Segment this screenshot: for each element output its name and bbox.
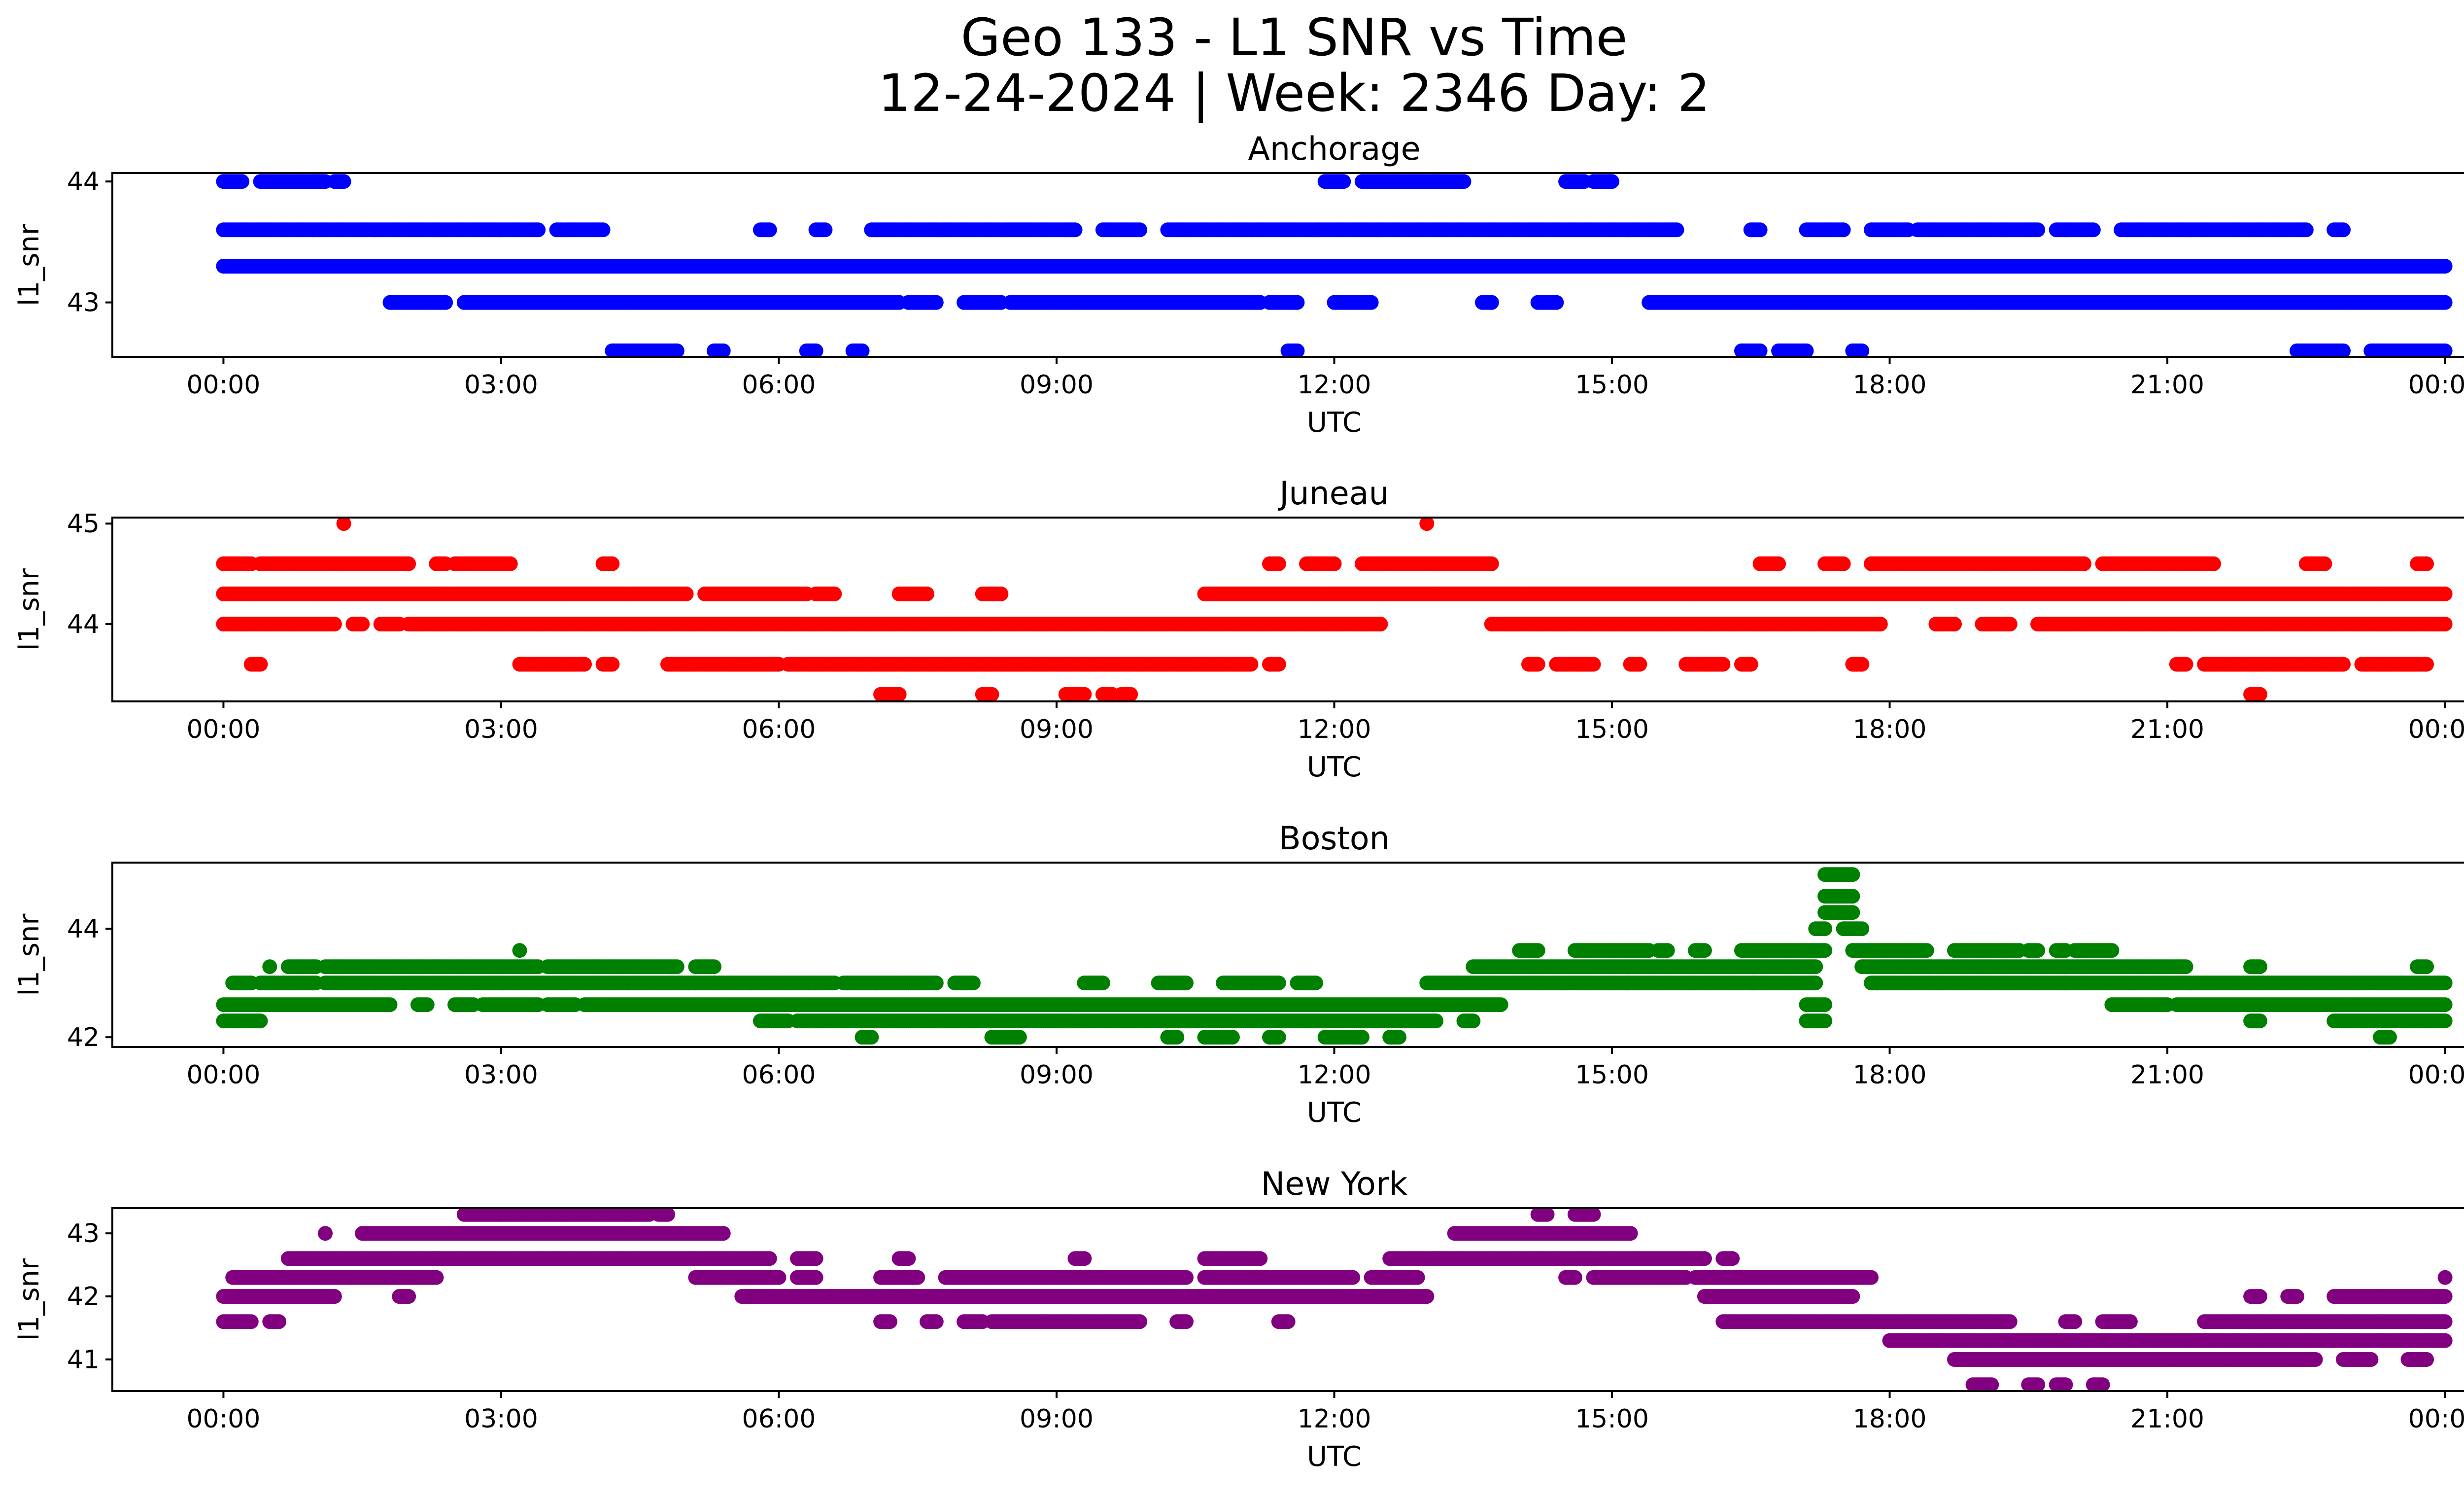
- data-point: [855, 343, 870, 357]
- data-point: [438, 295, 453, 310]
- data-point: [1456, 174, 1472, 189]
- data-point: [993, 586, 1009, 601]
- data-point: [2437, 295, 2453, 310]
- subplot-juneau: 00:00 03:00 06:00 09:00 12:00 15:00 18:00 21:00…: [13, 475, 2464, 783]
- y-axis-label: l1_snr: [13, 223, 45, 306]
- data-point: [2298, 222, 2314, 238]
- subplot-anchorage: 00:00 03:00 06:00 09:00 12:00 15:00 18:00 21:00…: [13, 131, 2464, 439]
- scatter-points: [216, 174, 2453, 357]
- data-point: [827, 586, 842, 601]
- data-point: [2336, 343, 2351, 357]
- data-point: [1336, 174, 1351, 189]
- data-point: [1290, 343, 1305, 357]
- figure-title-line2: 12-24-2024 | Week: 2346 Day: 2: [878, 63, 1710, 123]
- data-point: [1752, 343, 1768, 357]
- data-point: [235, 174, 249, 189]
- data-point: [327, 617, 342, 632]
- data-point: [1067, 222, 1083, 238]
- x-tick-label: 00:00: [186, 370, 260, 400]
- data-point: [1364, 295, 1379, 310]
- data-point: [679, 586, 694, 601]
- data-point: [2030, 222, 2046, 238]
- x-tick-label: 06:00: [742, 370, 816, 400]
- data-point: [2437, 586, 2453, 601]
- x-tick-label: 12:00: [1298, 370, 1371, 400]
- data-point: [1132, 222, 1147, 238]
- data-point: [355, 617, 370, 632]
- data-point: [2336, 222, 2351, 238]
- x-tick-label: 21:00: [2130, 370, 2204, 400]
- subplots: 00:00 03:00 06:00 09:00 12:00 15:00 18:00 21:00…: [13, 131, 2464, 1473]
- data-point: [669, 343, 684, 357]
- data-point: [1484, 295, 1499, 310]
- data-point: [1799, 343, 1814, 357]
- x-tick-label: 15:00: [1575, 370, 1649, 400]
- x-axis-label: UTC: [1307, 407, 1362, 439]
- data-point: [1854, 343, 1870, 357]
- figure-title-line1: Geo 133 - L1 SNR vs Time: [960, 7, 1627, 68]
- data-point: [2437, 343, 2453, 357]
- scatter-points: [216, 518, 2453, 701]
- data-point: [336, 174, 351, 189]
- data-point: [1605, 174, 1619, 189]
- x-tick-label: 09:00: [1020, 370, 1094, 400]
- data-point: [2437, 259, 2453, 274]
- data-point: [762, 222, 777, 238]
- data-point: [920, 586, 934, 601]
- data-point: [1836, 222, 1851, 238]
- data-point: [595, 222, 611, 238]
- data-point: [1373, 617, 1388, 632]
- x-tick-label: 00:00: [2408, 370, 2464, 400]
- data-point: [928, 295, 944, 310]
- y-tick-label: 44: [67, 167, 100, 197]
- data-point: [1290, 295, 1305, 310]
- x-tick-label: 18:00: [1853, 370, 1927, 400]
- data-point: [818, 222, 833, 238]
- data-point: [1549, 295, 1564, 310]
- data-point: [2086, 222, 2101, 238]
- subplot-title: Anchorage: [1248, 131, 1420, 168]
- data-point: [1669, 222, 1684, 238]
- x-tick-label: 03:00: [464, 370, 538, 400]
- y-tick-label: 43: [67, 288, 100, 318]
- data-point: [808, 343, 823, 357]
- data-point: [1752, 222, 1768, 238]
- data-point: [531, 222, 546, 238]
- data-point: [716, 343, 731, 357]
